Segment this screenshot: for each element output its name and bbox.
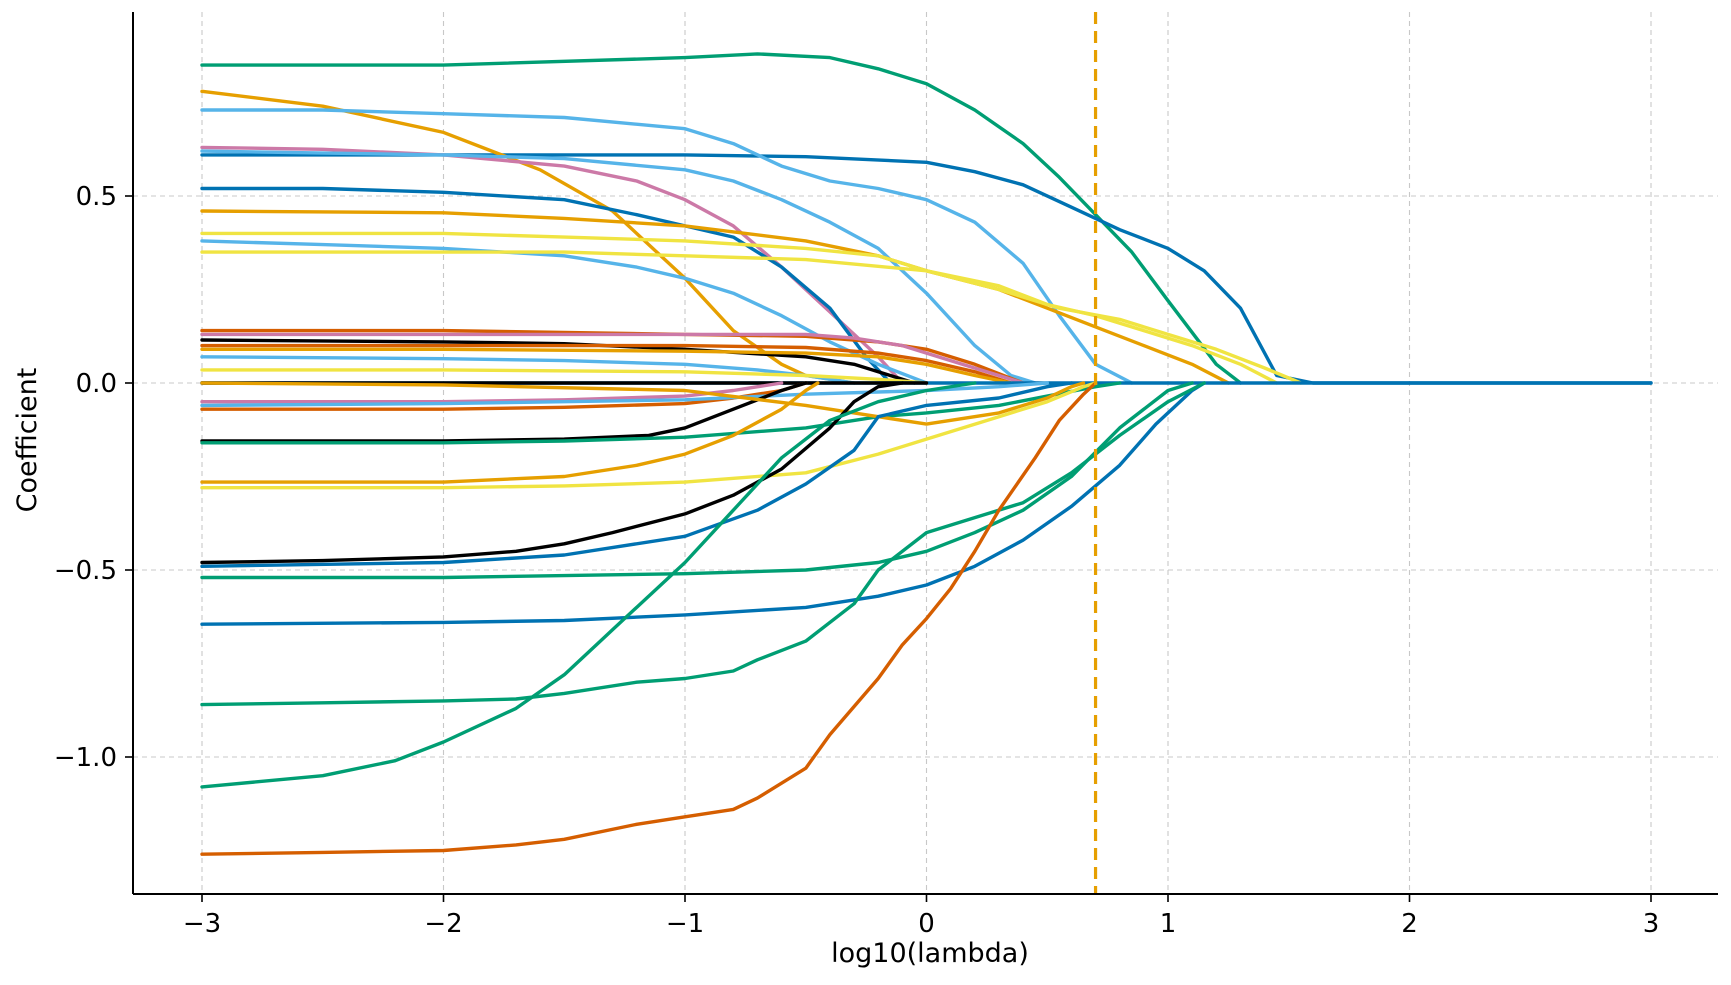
coefficient-path-24 [200,381,808,443]
x-tick-label: −3 [183,909,221,939]
coefficient-path-35 [200,381,1098,856]
x-axis-title: log10(lambda) [831,938,1029,969]
coefficient-path-23 [200,381,1049,408]
coefficient-path-3 [200,89,856,385]
coefficient-path-13 [200,332,1025,385]
tick-labels: −3 −2 −1 0 1 2 3 −1.0 −0.5 0.0 0.5 [54,182,1659,939]
coefficient-path-1 [200,52,1243,385]
coefficient-path-2 [200,153,1653,385]
x-tick-label: −2 [424,909,462,939]
x-tick-label: −1 [666,909,704,939]
y-tick-label: −0.5 [54,556,117,586]
y-axis-title: Coefficient [12,368,43,513]
x-tick-label: 1 [1160,909,1177,939]
coefficient-path-16 [200,347,1013,385]
coefficient-path-30 [200,381,1074,568]
coefficient-path-18 [200,368,929,385]
coefficient-path-6 [200,149,1037,385]
coefficient-path-28 [200,381,1086,426]
coefficient-path-11 [200,250,1303,385]
coefficient-path-4 [200,108,1134,385]
coefficient-path-9 [200,231,1279,385]
coefficient-path-33 [200,381,1206,707]
y-tick-label: −1.0 [54,743,117,773]
coefficient-path-31 [200,381,1194,580]
coefficient-path-32 [200,381,1206,626]
coefficient-path-34 [200,381,977,789]
x-tick-label: 2 [1401,909,1418,939]
y-tick-label: 0.5 [76,182,117,212]
coefficient-paths [200,52,1653,856]
coefficient-path-21 [200,381,784,404]
coefficient-path-29 [200,381,905,565]
axes [132,12,1718,895]
x-tick-label: 3 [1643,909,1660,939]
grid-lines [133,12,1718,894]
coefficient-path-15 [200,343,1013,385]
coefficient-path-12 [200,328,1025,385]
x-tick-label: 0 [918,909,935,939]
coefficient-path-26 [200,381,820,484]
coefficient-path-27 [200,381,1098,490]
y-tick-label: 0.0 [76,369,117,399]
